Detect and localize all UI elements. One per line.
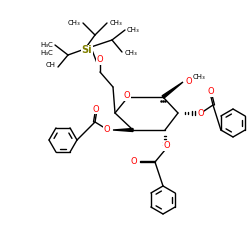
Text: O: O — [130, 158, 137, 166]
Text: Si: Si — [82, 45, 92, 55]
Text: CH₃: CH₃ — [67, 20, 80, 26]
Text: CH₃: CH₃ — [193, 74, 206, 80]
Text: O: O — [185, 78, 192, 86]
Text: H₃C: H₃C — [40, 42, 53, 48]
Text: O: O — [197, 108, 203, 118]
Text: H₃C: H₃C — [40, 50, 53, 56]
Text: CH₃: CH₃ — [127, 27, 140, 33]
Text: O: O — [104, 126, 110, 134]
Polygon shape — [113, 128, 133, 132]
Text: O: O — [208, 88, 214, 96]
Text: CH₃: CH₃ — [110, 20, 123, 26]
Text: CH₃: CH₃ — [125, 50, 138, 56]
Text: O: O — [93, 104, 99, 114]
Polygon shape — [162, 82, 183, 98]
Text: O: O — [124, 92, 130, 100]
Text: O: O — [164, 142, 170, 150]
Text: O: O — [97, 56, 103, 64]
Text: CH: CH — [46, 62, 56, 68]
